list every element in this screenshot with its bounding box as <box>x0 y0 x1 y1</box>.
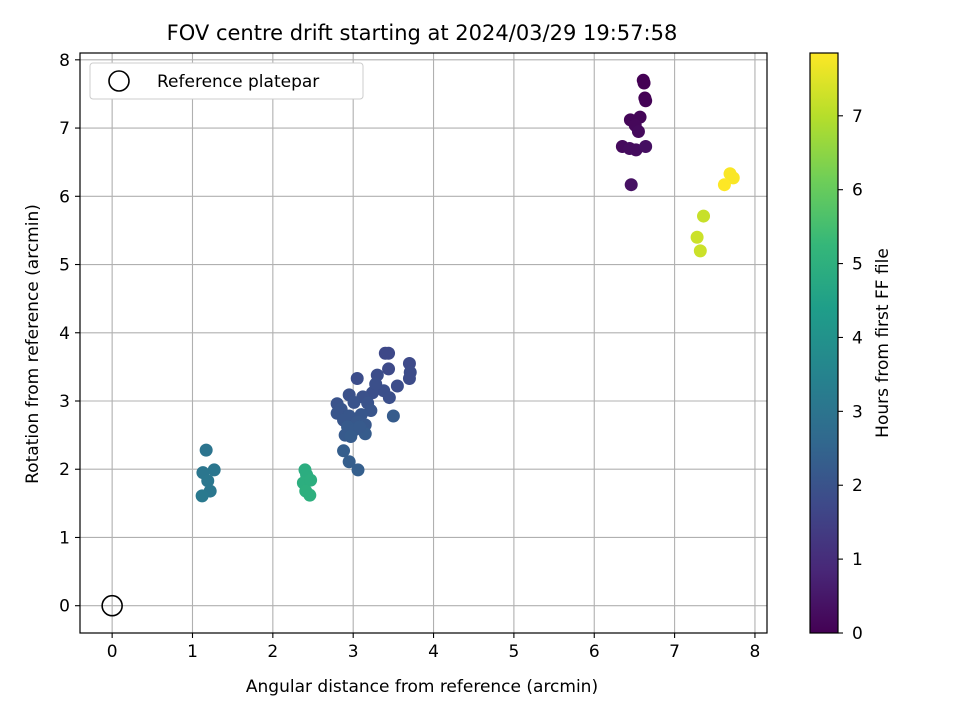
data-point <box>382 391 396 405</box>
y-tick-label: 6 <box>59 187 70 207</box>
x-tick-label: 2 <box>267 642 278 662</box>
data-point <box>402 371 416 385</box>
data-point <box>303 488 317 502</box>
y-tick-label: 7 <box>59 119 70 139</box>
x-tick-label: 7 <box>669 642 680 662</box>
data-point <box>624 178 638 192</box>
y-tick-label: 3 <box>59 392 70 412</box>
legend-marker-icon <box>108 70 130 92</box>
data-point <box>697 209 711 223</box>
data-point <box>693 244 707 258</box>
data-point <box>344 429 358 443</box>
data-point <box>337 444 351 458</box>
colorbar-ticks: 0 1 2 3 4 5 6 7 <box>838 107 863 644</box>
y-tick-label: 5 <box>59 256 70 276</box>
data-point <box>631 124 645 138</box>
colorbar-tick-label: 7 <box>852 107 863 127</box>
data-point <box>199 443 213 457</box>
y-axis-ticks: 0 1 2 3 4 5 6 7 8 <box>59 51 80 617</box>
x-tick-label: 6 <box>589 642 600 662</box>
data-point <box>353 420 367 434</box>
y-tick-label: 4 <box>59 324 70 344</box>
y-axis-label: Rotation from reference (arcmin) <box>23 204 43 484</box>
data-point <box>639 139 653 153</box>
colorbar-tick-label: 0 <box>852 624 863 644</box>
colorbar: 0 1 2 3 4 5 6 7 Hours from first FF file <box>809 52 893 644</box>
data-point <box>386 409 400 423</box>
data-point <box>726 171 740 185</box>
x-axis-ticks: 0 1 2 3 4 5 6 7 8 <box>107 633 761 662</box>
colorbar-tick-label: 2 <box>852 476 863 496</box>
data-point <box>390 379 404 393</box>
y-tick-label: 0 <box>59 597 70 617</box>
data-point <box>351 463 365 477</box>
data-point <box>304 473 318 487</box>
data-point <box>195 489 209 503</box>
data-point <box>382 346 396 360</box>
data-point <box>342 455 356 469</box>
legend: Reference platepar <box>89 62 364 100</box>
data-point <box>350 371 364 385</box>
x-axis-label: Angular distance from reference (arcmin) <box>246 677 598 697</box>
data-point <box>201 474 215 488</box>
legend-entry-reference: Reference platepar <box>157 72 319 92</box>
legend-box <box>89 62 364 100</box>
data-point <box>639 94 653 108</box>
data-point <box>347 395 361 409</box>
data-point <box>369 377 383 391</box>
plot-frame <box>79 52 768 634</box>
colorbar-tick-label: 1 <box>852 550 863 570</box>
data-point <box>207 463 221 477</box>
colorbar-tick-label: 4 <box>852 328 863 348</box>
x-tick-label: 8 <box>750 642 761 662</box>
chart-title: FOV centre drift starting at 2024/03/29 … <box>167 21 678 45</box>
x-tick-label: 0 <box>107 642 118 662</box>
data-points <box>195 73 740 503</box>
colorbar-gradient <box>809 52 839 634</box>
colorbar-label: Hours from first FF file <box>873 248 893 438</box>
colorbar-tick-label: 5 <box>852 255 863 275</box>
grid-lines <box>80 53 767 633</box>
colorbar-tick-label: 6 <box>852 181 863 201</box>
data-point <box>382 362 396 376</box>
data-point <box>637 76 651 90</box>
data-point <box>690 230 704 244</box>
x-tick-label: 1 <box>187 642 198 662</box>
data-point <box>717 178 731 192</box>
x-tick-label: 4 <box>428 642 439 662</box>
y-tick-label: 2 <box>59 460 70 480</box>
reference-platepar-marker <box>101 594 123 617</box>
y-tick-label: 8 <box>59 51 70 71</box>
x-tick-label: 5 <box>508 642 519 662</box>
y-tick-label: 1 <box>59 528 70 548</box>
colorbar-tick-label: 3 <box>852 402 863 422</box>
x-tick-label: 3 <box>348 642 359 662</box>
